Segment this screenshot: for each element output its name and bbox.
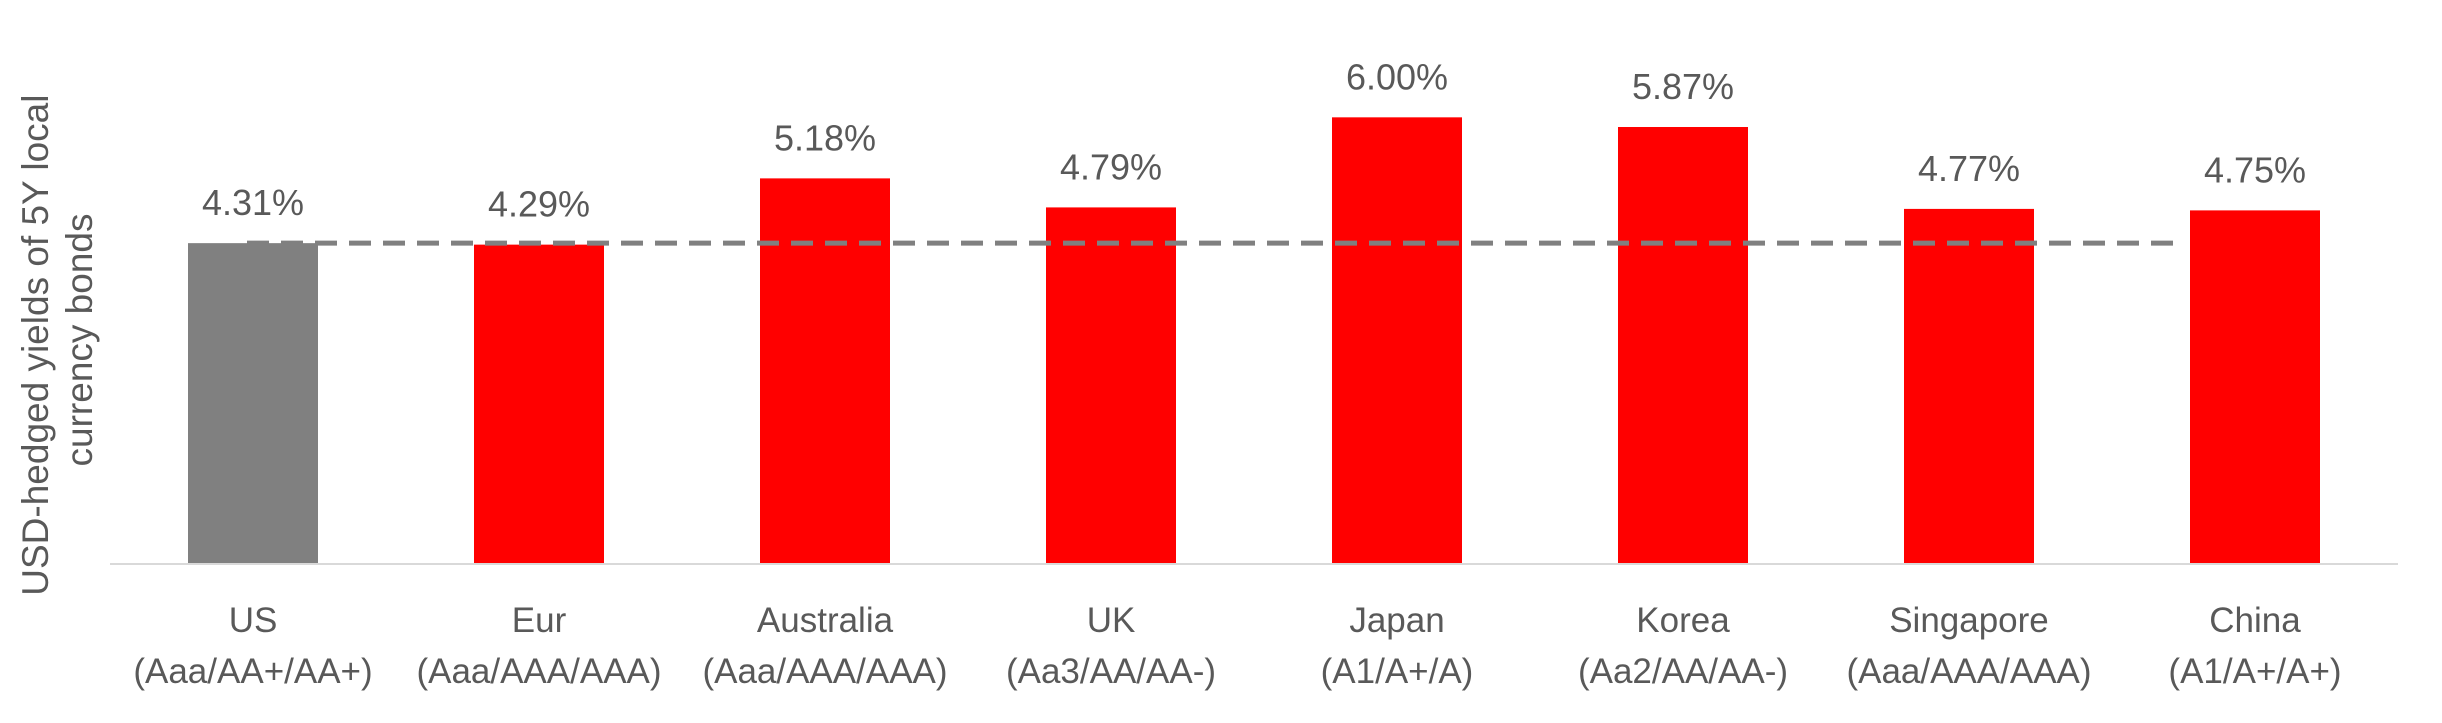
bar-eur [474, 244, 604, 564]
category-rating: (Aaa/AA+/AA+) [133, 652, 372, 691]
y-axis-title: USD-hedged yields of 5Y local currency b… [15, 84, 100, 595]
bar-china [2190, 210, 2320, 564]
category-label: China [2209, 601, 2301, 640]
bar-us [188, 243, 318, 564]
y-axis-title-line-2: currency bonds [59, 214, 100, 467]
data-label: 4.29% [488, 184, 590, 225]
category-rating: (Aaa/AAA/AAA) [416, 652, 661, 691]
category-label: Singapore [1889, 601, 2049, 640]
category-label: Japan [1349, 601, 1444, 640]
bar-japan [1332, 117, 1462, 564]
category-rating: (A1/A+/A) [1321, 652, 1474, 691]
category-label: US [229, 601, 278, 640]
bar-korea [1618, 127, 1748, 564]
category-rating: (Aa3/AA/AA-) [1006, 652, 1216, 691]
category-label: Australia [757, 601, 894, 640]
labels-group: 4.31% US (Aaa/AA+/AA+) 4.29% Eur (Aaa/AAA/AAA… [133, 56, 2341, 691]
data-label: 6.00% [1346, 56, 1448, 97]
bar-uk [1046, 207, 1176, 564]
bar-australia [760, 178, 890, 564]
category-label: Eur [512, 601, 567, 640]
data-label: 4.77% [1918, 148, 2020, 189]
data-label: 5.18% [774, 117, 876, 158]
bars-group [188, 117, 2320, 564]
category-label: Korea [1636, 601, 1730, 640]
data-label: 4.79% [1060, 146, 1162, 187]
data-label: 5.87% [1632, 66, 1734, 107]
category-rating: (Aaa/AAA/AAA) [702, 652, 947, 691]
category-label: UK [1087, 601, 1136, 640]
category-rating: (Aaa/AAA/AAA) [1846, 652, 2091, 691]
category-rating: (A1/A+/A+) [2168, 652, 2341, 691]
category-rating: (Aa2/AA/AA-) [1578, 652, 1788, 691]
data-label: 4.31% [202, 182, 304, 223]
data-label: 4.75% [2204, 149, 2306, 190]
bar-singapore [1904, 208, 2034, 564]
y-axis-title-line-1: USD-hedged yields of 5Y local [15, 95, 56, 596]
